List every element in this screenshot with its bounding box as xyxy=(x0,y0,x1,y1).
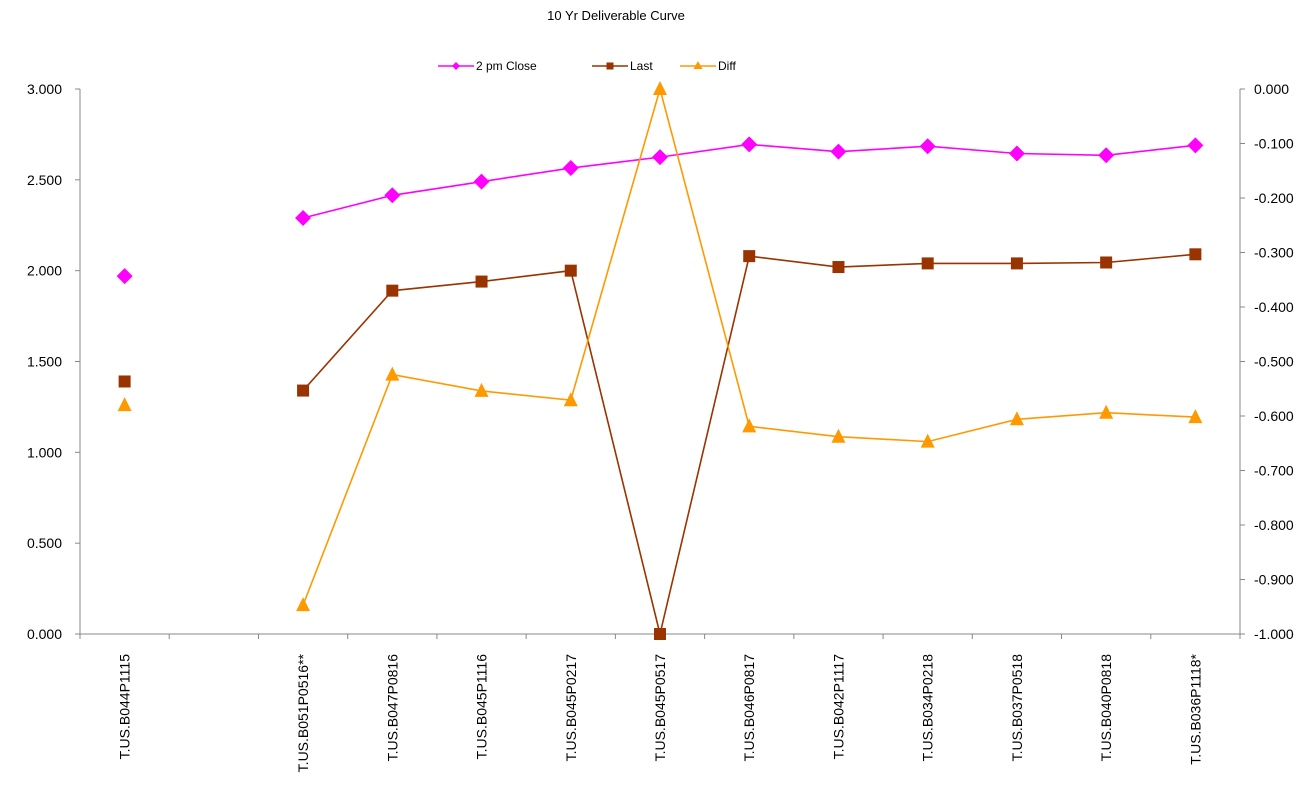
data-point xyxy=(831,428,846,443)
left-tick-label: 1.000 xyxy=(27,444,62,460)
data-point xyxy=(564,264,577,277)
data-point xyxy=(297,384,310,397)
data-point xyxy=(921,257,934,270)
x-category-label: T.US.B040P0818 xyxy=(1098,654,1114,762)
data-point xyxy=(1098,147,1115,164)
axes: 0.000 0.500 1.000 1.500 2.000 2.500 3.000 -1.00… xyxy=(27,81,1294,772)
data-point xyxy=(919,138,936,155)
series-line xyxy=(302,143,1196,219)
right-tick-label: -0.200 xyxy=(1254,190,1294,206)
data-point xyxy=(742,418,757,433)
x-category-label: T.US.B042P1117 xyxy=(830,654,846,760)
data-point xyxy=(386,284,399,297)
x-category-label: T.US.B051P0516** xyxy=(295,653,311,772)
data-point xyxy=(1187,137,1204,154)
x-category-label: T.US.B046P0817 xyxy=(741,654,757,762)
legend-label: Last xyxy=(630,59,653,73)
right-tick-label: 0.000 xyxy=(1254,81,1289,97)
data-point xyxy=(830,143,847,160)
data-point xyxy=(654,628,666,640)
right-tick-label: -0.100 xyxy=(1254,136,1294,152)
legend-marker xyxy=(452,62,460,70)
data-point xyxy=(1099,404,1114,419)
data-point xyxy=(384,187,401,204)
chart-title: 10 Yr Deliverable Curve xyxy=(547,8,685,23)
x-category-label: T.US.B045P0517 xyxy=(652,654,668,762)
data-point xyxy=(117,397,132,412)
x-category-label: T.US.B034P0218 xyxy=(920,654,936,762)
left-tick-label: 2.000 xyxy=(27,263,62,279)
right-tick-label: -0.300 xyxy=(1254,245,1294,261)
right-tick-label: -0.700 xyxy=(1254,463,1294,479)
x-category-label: T.US.B047P0816 xyxy=(384,654,400,762)
data-point xyxy=(295,209,312,226)
data-point xyxy=(385,366,400,381)
series-0 xyxy=(116,136,1204,285)
data-point xyxy=(116,268,133,285)
legend-marker xyxy=(693,61,703,69)
legend: 2 pm Close Last Diff xyxy=(438,59,736,73)
series-line xyxy=(302,85,1196,606)
left-tick-label: 0.500 xyxy=(27,535,62,551)
data-point xyxy=(475,275,488,288)
data-point xyxy=(563,392,578,407)
data-point xyxy=(1189,248,1202,261)
data-point xyxy=(920,433,935,448)
data-point xyxy=(1009,411,1024,426)
series-line xyxy=(302,253,1196,635)
series-2 xyxy=(117,81,1203,612)
series-1 xyxy=(118,248,1202,640)
series-layer xyxy=(116,81,1204,640)
x-category-label: T.US.B036P1118* xyxy=(1187,653,1203,764)
data-point xyxy=(473,173,490,190)
legend-label: 2 pm Close xyxy=(476,59,537,73)
data-point xyxy=(741,136,758,153)
data-point xyxy=(474,382,489,397)
right-tick-label: -0.600 xyxy=(1254,408,1294,424)
left-tick-label: 0.000 xyxy=(27,626,62,642)
data-point xyxy=(562,160,579,177)
data-point xyxy=(832,261,845,274)
right-tick-label: -0.500 xyxy=(1254,354,1294,370)
data-point xyxy=(118,375,131,388)
data-point xyxy=(653,81,667,95)
right-tick-label: -0.800 xyxy=(1254,517,1294,533)
data-point xyxy=(1010,257,1023,270)
legend-marker xyxy=(606,62,614,70)
data-point xyxy=(1188,409,1203,424)
data-point xyxy=(1008,145,1025,162)
legend-label: Diff xyxy=(718,59,736,73)
right-tick-label: -0.900 xyxy=(1254,572,1294,588)
right-tick-label: -0.400 xyxy=(1254,299,1294,315)
data-point xyxy=(652,149,668,166)
x-category-label: T.US.B044P1115 xyxy=(117,654,133,760)
left-tick-label: 2.500 xyxy=(27,172,62,188)
data-point xyxy=(743,250,756,263)
data-point xyxy=(1100,256,1113,269)
x-category-label: T.US.B037P0518 xyxy=(1009,654,1025,762)
left-tick-label: 3.000 xyxy=(27,81,62,97)
x-category-label: T.US.B045P0217 xyxy=(563,654,579,762)
left-tick-label: 1.500 xyxy=(27,354,62,370)
x-category-label: T.US.B045P1116 xyxy=(474,654,490,760)
right-tick-label: -1.000 xyxy=(1254,626,1294,642)
data-point xyxy=(296,597,311,612)
